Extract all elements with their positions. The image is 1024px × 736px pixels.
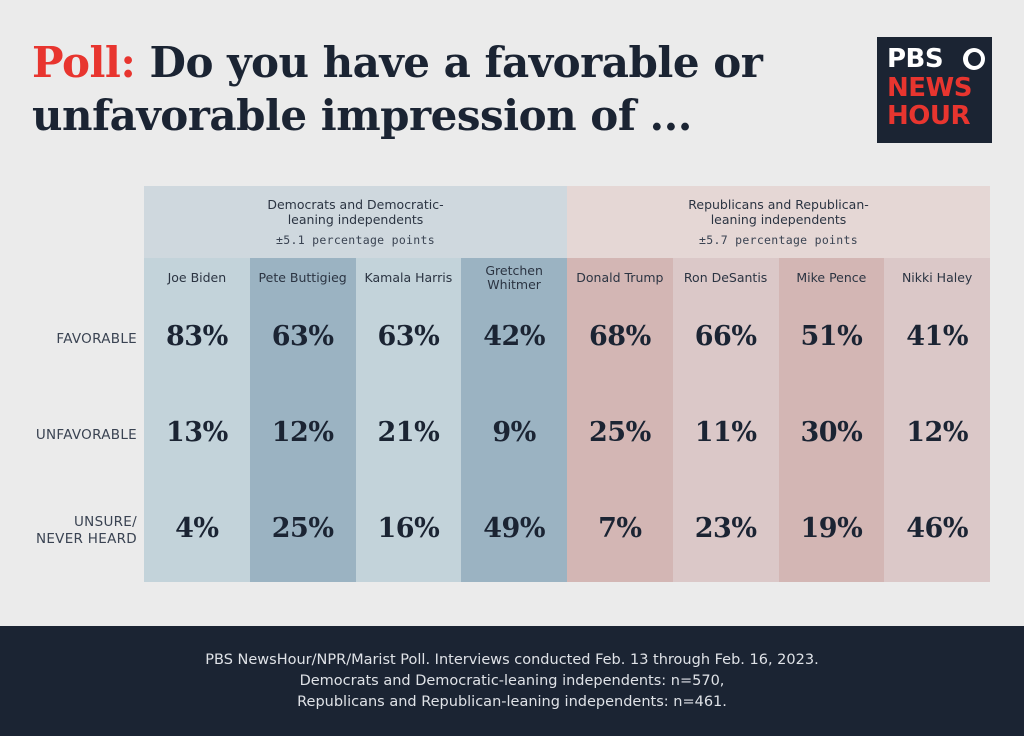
group-margin-of-error: ±5.1 percentage points xyxy=(276,233,435,247)
percent-value: 25% xyxy=(589,417,651,448)
title-prefix: Poll: xyxy=(32,38,136,87)
percent-value: 83% xyxy=(166,321,228,352)
percent-value: 12% xyxy=(906,417,968,448)
candidate-name: Mike Pence xyxy=(796,270,867,285)
logo-line2: NEWS xyxy=(887,73,972,103)
candidate-name: Nikki Haley xyxy=(901,270,973,285)
footer-rep-sample: Republicans and Republican-leaning indep… xyxy=(297,694,727,710)
percent-value: 25% xyxy=(271,513,334,544)
logo-line1: PBS xyxy=(887,44,944,74)
percent-value: 21% xyxy=(377,417,440,448)
title-line1: Do you have a favorable or xyxy=(149,38,763,87)
column-band xyxy=(461,258,567,582)
column-band xyxy=(884,258,990,582)
percent-value: 42% xyxy=(483,321,545,352)
percent-value: 16% xyxy=(377,513,440,544)
group-margin-of-error: ±5.7 percentage points xyxy=(699,233,858,247)
candidate-name: Pete Buttigieg xyxy=(258,270,347,285)
column-band xyxy=(778,258,885,582)
percent-value: 13% xyxy=(166,417,228,448)
group-header-band xyxy=(144,186,567,258)
column-band xyxy=(355,258,462,582)
percent-value: 11% xyxy=(694,417,757,448)
row-label: FAVORABLE xyxy=(56,330,137,347)
percent-value: 9% xyxy=(492,417,536,448)
group-header-band xyxy=(567,186,990,258)
pbs-newshour-logo: PBS NEWS HOUR xyxy=(877,37,992,143)
candidate-name: Gretchen Whitmer xyxy=(485,263,543,292)
footer: PBS NewsHour/NPR/Marist Poll. Interviews… xyxy=(0,626,1024,736)
percent-value: 49% xyxy=(483,513,545,544)
candidate-name: Kamala Harris xyxy=(364,270,453,285)
candidate-name: Ron DeSantis xyxy=(683,270,768,285)
logo-line3: HOUR xyxy=(887,101,971,131)
column-band xyxy=(249,258,356,582)
percent-value: 63% xyxy=(377,321,440,352)
percent-value: 66% xyxy=(694,321,757,352)
percent-value: 68% xyxy=(589,321,651,352)
page-title: Poll: Do you have a favorable or unfavor… xyxy=(32,36,812,142)
row-label: UNFAVORABLE xyxy=(35,426,137,443)
percent-value: 51% xyxy=(800,321,863,352)
column-band xyxy=(672,258,779,582)
column-band xyxy=(567,258,673,582)
percent-value: 4% xyxy=(175,513,219,544)
candidate-name: Donald Trump xyxy=(576,270,664,285)
group-title: Democrats and Democratic-leaning indepen… xyxy=(267,197,444,227)
group-title: Republicans and Republican-leaning indep… xyxy=(688,197,869,227)
row-label: UNSURE/NEVER HEARD xyxy=(35,514,137,547)
percent-value: 12% xyxy=(271,417,334,448)
percent-value: 63% xyxy=(271,321,334,352)
percent-value: 23% xyxy=(694,513,757,544)
column-band xyxy=(144,258,250,582)
percent-value: 19% xyxy=(800,513,863,544)
percent-value: 30% xyxy=(800,417,863,448)
footer-source: PBS NewsHour/NPR/Marist Poll. Interviews… xyxy=(205,652,819,668)
candidate-name: Joe Biden xyxy=(167,270,227,285)
percent-value: 7% xyxy=(598,513,642,544)
percent-value: 41% xyxy=(906,321,968,352)
pbs-head-icon xyxy=(963,48,985,70)
title-line2: unfavorable impression of ... xyxy=(32,91,692,140)
footer-dem-sample: Democrats and Democratic-leaning indepen… xyxy=(299,673,725,689)
percent-value: 46% xyxy=(906,513,968,544)
